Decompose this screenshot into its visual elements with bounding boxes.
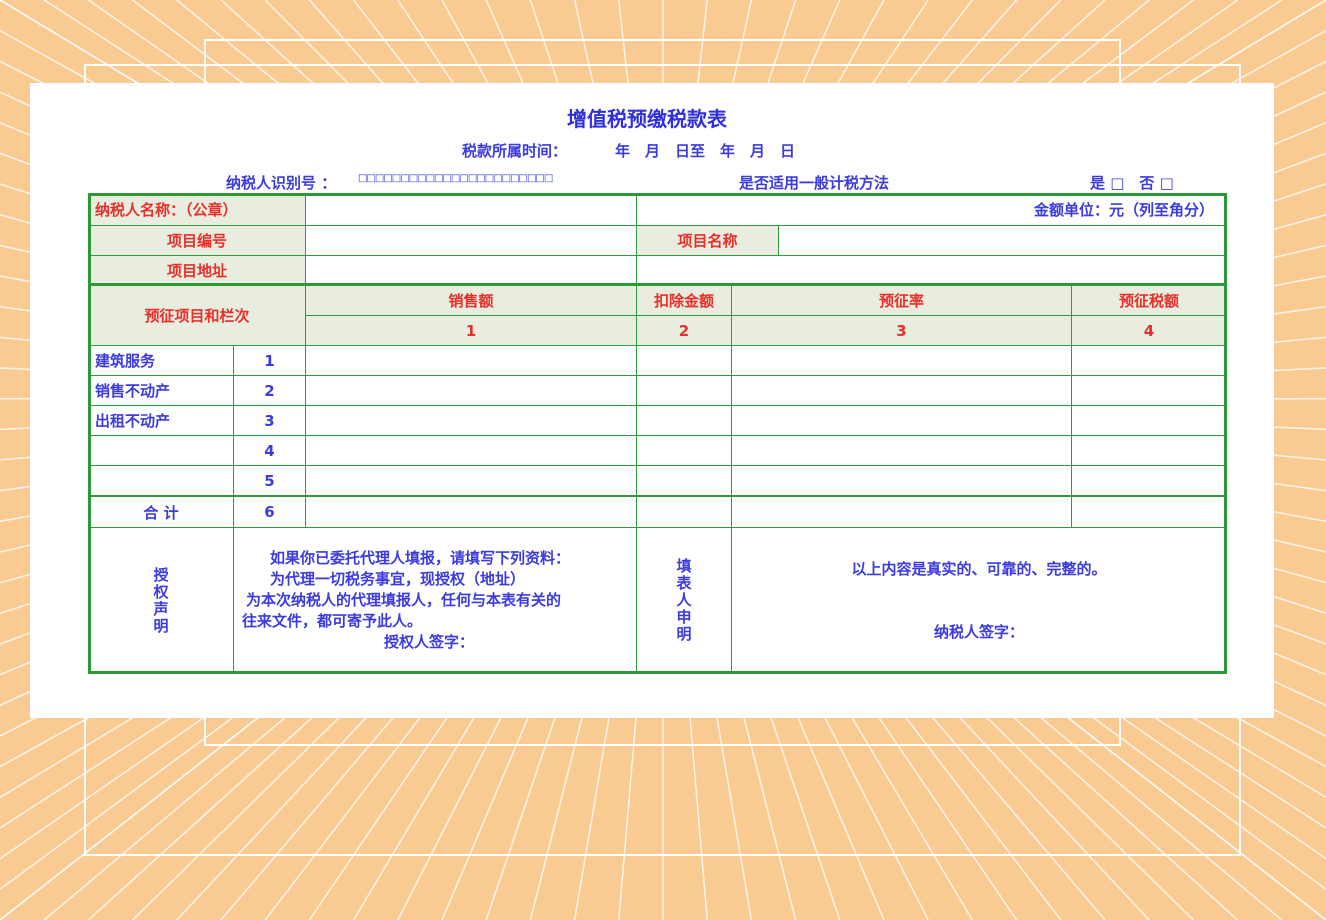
row-cell[interactable] (305, 375, 637, 406)
row-cell[interactable] (305, 465, 637, 496)
row-cell[interactable] (731, 465, 1072, 496)
row-label: 合 计 (88, 496, 234, 528)
declaration-label: 填表人申明 (636, 527, 732, 674)
row-cell[interactable] (731, 405, 1072, 436)
general-method-label: 是否适用一般计税方法 (739, 174, 890, 192)
row-number: 2 (233, 375, 306, 406)
project-name-label: 项目名称 (636, 225, 779, 256)
taxpayer-name-label: 纳税人名称：（公章） (88, 193, 306, 226)
taxpayer-signature: 纳税人签字： (933, 623, 1024, 641)
row-label: 出租不动产 (88, 405, 234, 436)
divider (88, 283, 1227, 286)
col-sales-header: 销售额 (305, 285, 637, 316)
row-label: 建筑服务 (88, 345, 234, 376)
declaration-text: 以上内容是真实的、可靠的、完整的。 (851, 560, 1107, 578)
general-method-options[interactable]: 是 □ 否 □ (1090, 174, 1174, 192)
row-cell[interactable] (731, 375, 1072, 406)
project-addr-field[interactable] (305, 255, 637, 285)
project-addr-field-2[interactable] (636, 255, 1227, 285)
project-addr-label: 项目地址 (88, 255, 306, 285)
project-no-label: 项目编号 (88, 225, 306, 256)
authorization-label: 授权声明 (88, 527, 234, 674)
row-cell[interactable] (1071, 496, 1227, 528)
col-rate-header: 预征率 (731, 285, 1072, 316)
row-cell[interactable] (1071, 375, 1227, 406)
row-cell[interactable] (731, 435, 1072, 466)
declaration-box[interactable]: 以上内容是真实的、可靠的、完整的。 纳税人签字： (731, 527, 1227, 674)
project-name-field[interactable] (778, 225, 1227, 256)
taxpayer-name-field[interactable] (305, 193, 637, 226)
auth-line: 往来文件，都可寄予此人。 (242, 612, 423, 630)
row-cell[interactable] (1071, 405, 1227, 436)
row-label (88, 435, 234, 466)
row-cell[interactable] (731, 496, 1072, 528)
form-title: 增值税预缴税款表 (567, 107, 727, 131)
row-cell[interactable] (636, 345, 732, 376)
row-cell[interactable] (1071, 435, 1227, 466)
row-cell[interactable] (1071, 465, 1227, 496)
project-no-field[interactable] (305, 225, 637, 256)
authorization-text[interactable]: 如果你已委托代理人填报，请填写下列资料： 为代理一切税务事宜，现授权（地址） 为… (233, 527, 637, 674)
col-num: 2 (636, 315, 732, 346)
row-cell[interactable] (305, 435, 637, 466)
row-label (88, 465, 234, 496)
row-number: 3 (233, 405, 306, 436)
row-number: 1 (233, 345, 306, 376)
row-cell[interactable] (636, 405, 732, 436)
col-num: 1 (305, 315, 637, 346)
taxpayer-id-label: 纳税人识别号 ： (226, 174, 337, 192)
period-value[interactable]: 年 月 日至 年 月 日 (615, 142, 796, 160)
col-deduct-header: 扣除金额 (636, 285, 732, 316)
col-num: 3 (731, 315, 1072, 346)
auth-line: 为本次纳税人的代理填报人，任何与本表有关的 (246, 591, 562, 609)
row-cell[interactable] (305, 405, 637, 436)
row-cell[interactable] (636, 375, 732, 406)
row-cell[interactable] (636, 435, 732, 466)
row-cell[interactable] (305, 345, 637, 376)
row-number: 5 (233, 465, 306, 496)
col-tax-header: 预征税额 (1071, 285, 1227, 316)
auth-line: 为代理一切税务事宜，现授权（地址） (270, 570, 526, 588)
row-label: 销售不动产 (88, 375, 234, 406)
auth-signature: 授权人签字： (384, 633, 475, 651)
period-label: 税款所属时间： (462, 142, 568, 160)
row-number: 4 (233, 435, 306, 466)
taxpayer-id-boxes[interactable]: □□□□□□□□□□□□□□□□□□□□□□□ (358, 173, 553, 184)
row-number: 6 (233, 496, 306, 528)
row-cell[interactable] (731, 345, 1072, 376)
amount-unit: 金额单位：元（列至角分） (636, 193, 1227, 226)
col-item-header: 预征项目和栏次 (88, 285, 306, 346)
row-cell[interactable] (636, 496, 732, 528)
row-cell[interactable] (636, 465, 732, 496)
auth-line: 如果你已委托代理人填报，请填写下列资料： (270, 549, 571, 567)
col-num: 4 (1071, 315, 1227, 346)
row-cell[interactable] (1071, 345, 1227, 376)
row-cell[interactable] (305, 496, 637, 528)
